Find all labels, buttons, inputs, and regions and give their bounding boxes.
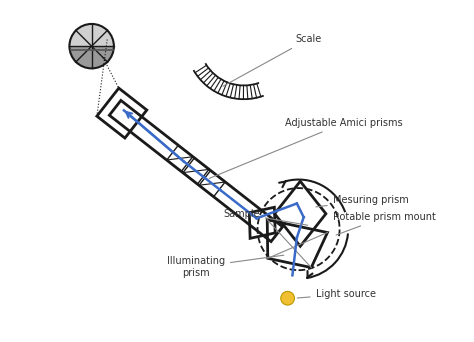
Wedge shape bbox=[69, 24, 114, 46]
Text: Adjustable Amici prisms: Adjustable Amici prisms bbox=[210, 118, 402, 179]
Circle shape bbox=[281, 291, 294, 305]
Text: Scale: Scale bbox=[223, 34, 321, 86]
Text: Rotable prism mount: Rotable prism mount bbox=[333, 212, 436, 235]
Text: Sample: Sample bbox=[223, 209, 308, 225]
Text: Mesuring prism: Mesuring prism bbox=[316, 195, 409, 207]
Text: Illuminating
prism: Illuminating prism bbox=[167, 255, 284, 278]
Text: Light source: Light source bbox=[297, 289, 376, 299]
Wedge shape bbox=[69, 46, 114, 68]
